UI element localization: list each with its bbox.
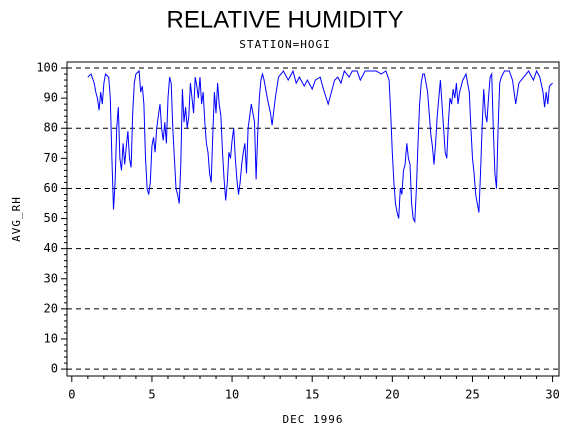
data-line: [87, 69, 553, 224]
x-axis-label: DEC 1996: [283, 413, 344, 426]
chart-title: RELATIVE HUMIDITY: [167, 6, 404, 33]
y-tick-label: 100: [36, 61, 58, 75]
x-tick-label: 10: [225, 388, 239, 402]
y-tick-label: 50: [44, 211, 58, 225]
y-tick-label: 70: [44, 151, 58, 165]
x-tick-label: 20: [385, 388, 399, 402]
y-tick-label: 40: [44, 241, 58, 255]
y-tick-label: 80: [44, 121, 58, 135]
y-tick-label: 60: [44, 181, 58, 195]
y-tick-label: 90: [44, 91, 58, 105]
y-tick-label: 10: [44, 331, 58, 345]
x-tick-label: 0: [68, 388, 75, 402]
y-axis-label: AVG_RH: [10, 196, 23, 242]
y-tick-label: 0: [51, 362, 58, 376]
y-tick-label: 20: [44, 301, 58, 315]
x-tick-label: 25: [465, 388, 479, 402]
x-tick-label: 30: [545, 388, 559, 402]
chart-subtitle: STATION=HOGI: [239, 38, 330, 51]
x-tick-label: 5: [148, 388, 155, 402]
x-tick-label: 15: [305, 388, 319, 402]
y-tick-label: 30: [44, 271, 58, 285]
